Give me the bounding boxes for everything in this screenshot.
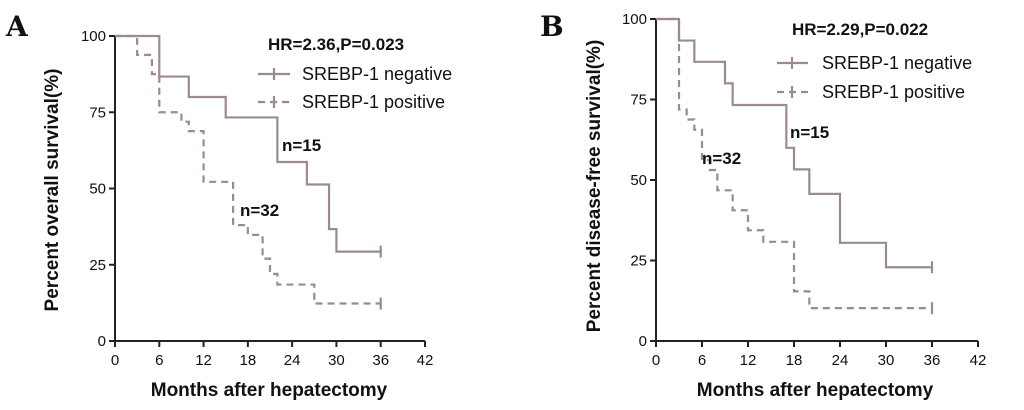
x-axis-title-b: Months after hepatectomy [697, 380, 934, 401]
y-tick-label-b: 100 [622, 11, 647, 28]
y-tick-label-a: 25 [89, 257, 106, 274]
x-axis-title-a: Months after hepatectomy [151, 380, 388, 401]
x-tick-label-a: 12 [195, 352, 212, 369]
x-tick-label-b: 18 [786, 352, 803, 369]
x-tick-label-a: 24 [284, 352, 301, 369]
legend-label-negative-b: SREBP-1 negative [822, 53, 972, 73]
stats-text-a: HR=2.36,P=0.023 [268, 35, 404, 54]
legend-a: SREBP-1 negative SREBP-1 positive [258, 64, 452, 112]
y-tick-label-a: 50 [89, 181, 106, 198]
series-negative-line-b [656, 17, 932, 269]
y-tick-label-b: 25 [630, 253, 647, 270]
legend-label-positive-b: SREBP-1 positive [822, 82, 965, 102]
axes-a: 0 25 50 75 100 0 6 12 18 24 30 36 42 [81, 28, 433, 369]
n-label-negative-a: n=15 [282, 136, 321, 155]
n-label-positive-b: n=32 [702, 149, 741, 168]
x-tick-label-a: 6 [155, 352, 163, 369]
y-tick-label-b: 0 [639, 333, 647, 350]
panel-a: A Percent overall survival(%) Months aft… [5, 10, 452, 401]
legend-b: SREBP-1 negative SREBP-1 positive [777, 53, 972, 102]
axes-b: 0 25 50 75 100 0 6 12 18 24 30 36 42 [622, 11, 986, 369]
stats-text-b: HR=2.29,P=0.022 [792, 20, 928, 39]
plot-area-b [656, 17, 934, 315]
x-tick-label-b: 6 [698, 352, 706, 369]
n-label-negative-b: n=15 [790, 123, 829, 142]
legend-label-positive-a: SREBP-1 positive [302, 92, 445, 112]
n-label-positive-a: n=32 [240, 201, 279, 220]
x-tick-label-a: 42 [417, 352, 434, 369]
x-tick-label-a: 0 [111, 352, 119, 369]
x-tick-label-b: 12 [740, 352, 757, 369]
x-tick-label-b: 30 [878, 352, 895, 369]
x-tick-label-a: 18 [240, 352, 257, 369]
legend-label-negative-a: SREBP-1 negative [302, 64, 452, 84]
panel-b: B Percent disease-free survival(%) Month… [540, 10, 986, 401]
x-tick-label-a: 36 [372, 352, 389, 369]
y-tick-label-b: 75 [630, 92, 647, 109]
x-tick-label-b: 36 [924, 352, 941, 369]
y-axis-title-a: Percent overall survival(%) [42, 69, 63, 312]
y-tick-label-a: 100 [81, 28, 106, 45]
y-tick-label-a: 0 [98, 333, 106, 350]
panel-label-b: B [540, 10, 564, 43]
series-positive-line-a [115, 34, 381, 305]
x-tick-label-b: 0 [652, 352, 660, 369]
x-tick-label-b: 24 [832, 352, 849, 369]
series-negative-line-a [115, 34, 381, 253]
series-positive-line-b [656, 17, 932, 310]
y-axis-title-b: Percent disease-free survival(%) [584, 40, 605, 333]
y-tick-label-a: 75 [89, 104, 106, 121]
y-tick-label-b: 50 [630, 172, 647, 189]
plot-area-a [115, 34, 382, 310]
x-tick-label-a: 30 [328, 352, 345, 369]
x-tick-label-b: 42 [970, 352, 987, 369]
panel-label-a: A [5, 10, 29, 43]
